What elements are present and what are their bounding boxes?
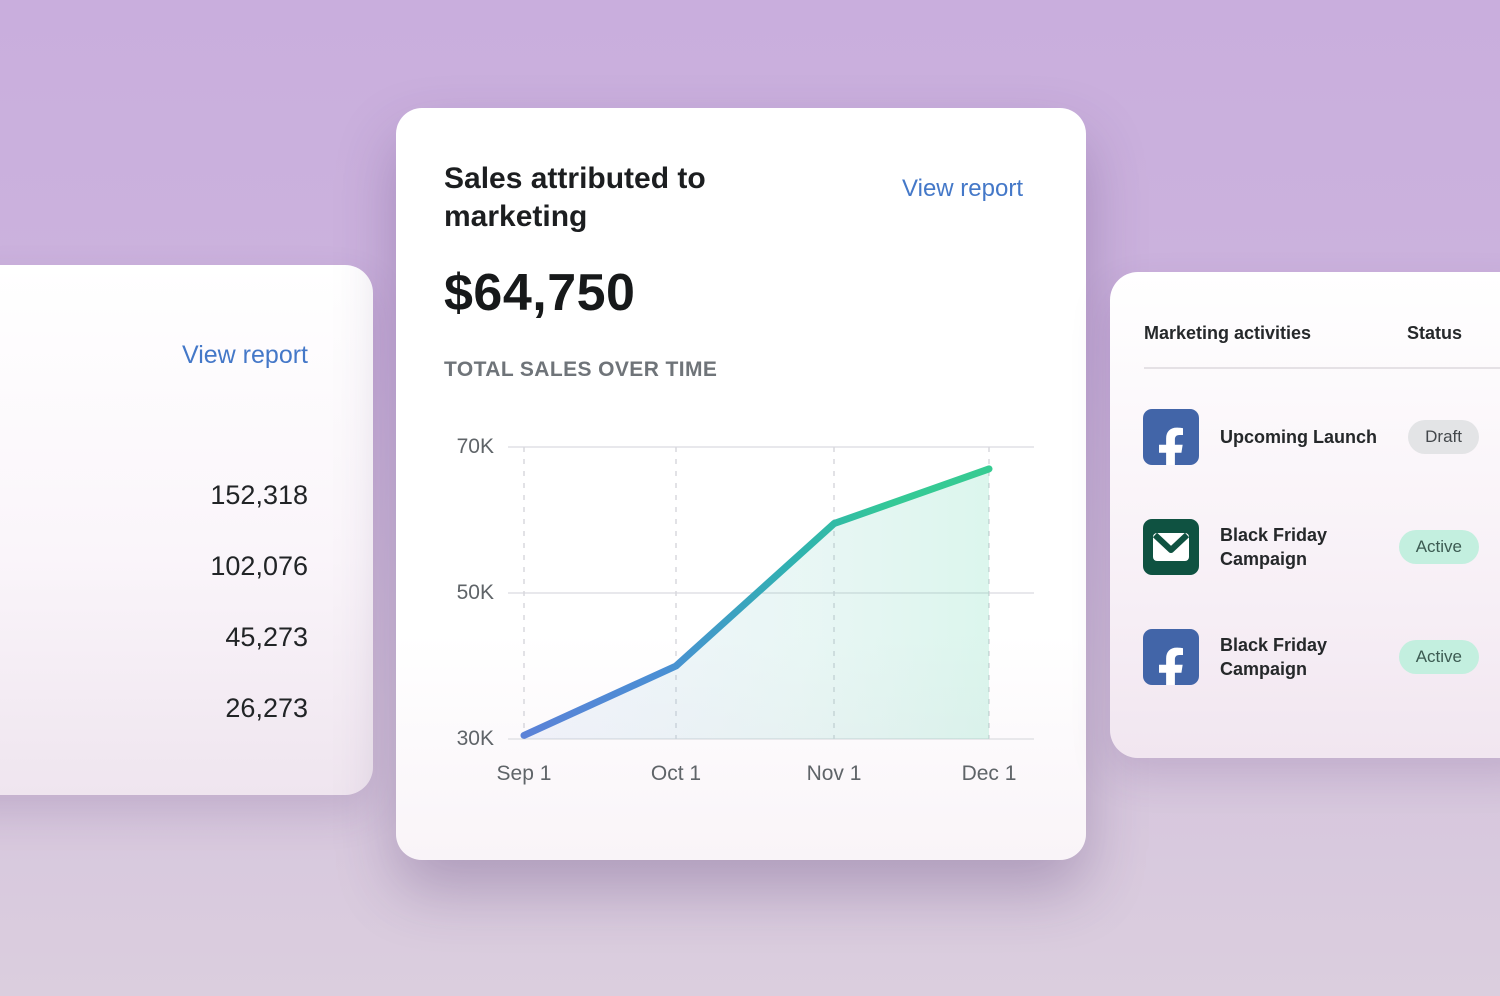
facebook-icon — [1143, 629, 1199, 685]
metric-value: 102,076 — [210, 551, 308, 581]
card-title: Sales attributed to marketing — [444, 162, 706, 233]
total-sales-amount: $64,750 — [444, 264, 636, 322]
status-badge: Active — [1398, 640, 1479, 674]
x-axis-tick: Nov 1 — [806, 762, 862, 785]
view-report-link-center[interactable]: View report — [902, 175, 1023, 202]
marketing-activities-card: Marketing activities Status Upcoming Lau… — [1110, 272, 1500, 758]
activity-row-black-friday-email[interactable]: Black Friday Campaign Active — [1143, 492, 1479, 602]
y-axis-tick: 50K — [456, 581, 494, 604]
email-icon — [1143, 519, 1199, 575]
activity-row-black-friday-facebook[interactable]: Black Friday Campaign Active — [1143, 602, 1479, 712]
activity-row-upcoming-launch[interactable]: Upcoming Launch Draft — [1143, 382, 1479, 492]
metric-list: 152,318 102,076 45,273 26,273 — [210, 481, 308, 765]
sales-line-chart — [508, 446, 1034, 740]
chart-subtitle: TOTAL SALES OVER TIME — [444, 358, 718, 381]
facebook-icon — [1143, 409, 1199, 465]
x-axis-tick: Dec 1 — [961, 762, 1017, 785]
column-header-activities: Marketing activities — [1144, 323, 1312, 343]
metric-value: 45,273 — [225, 622, 308, 652]
metric-value: 152,318 — [210, 480, 308, 510]
header-divider — [1144, 367, 1500, 369]
status-badge: Active — [1398, 530, 1479, 564]
y-axis-tick: 30K — [456, 727, 494, 750]
status-badge: Draft — [1408, 420, 1479, 454]
activity-title: Black Friday Campaign — [1220, 635, 1328, 679]
y-axis-tick: 70K — [456, 435, 494, 458]
metric-value: 26,273 — [225, 693, 308, 723]
column-header-status: Status — [1407, 323, 1463, 343]
sales-attributed-card: Sales attributed to marketing View repor… — [396, 108, 1086, 860]
x-axis-tick: Sep 1 — [496, 762, 552, 785]
view-report-link-left[interactable]: View report — [182, 341, 308, 369]
activity-title: Black Friday Campaign — [1220, 525, 1328, 569]
activity-list: Upcoming Launch Draft Black Friday Campa… — [1143, 382, 1479, 712]
sales-chart: 70K 50K 30K Sep 1 Oct 1 Nov 1 Dec 1 — [446, 435, 1046, 808]
activity-title: Upcoming Launch — [1220, 427, 1377, 447]
report-card-left: View report 152,318 102,076 45,273 26,27… — [0, 265, 373, 795]
x-axis-tick: Oct 1 — [650, 762, 702, 785]
